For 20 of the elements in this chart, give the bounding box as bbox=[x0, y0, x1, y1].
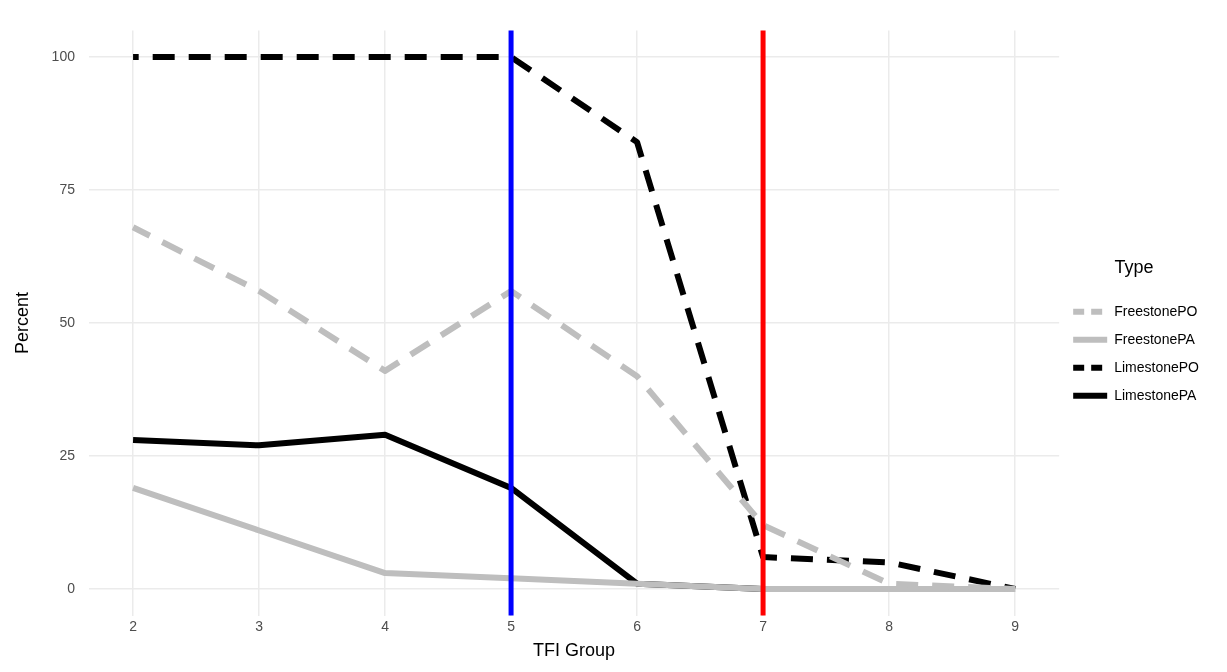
y-tick-label: 25 bbox=[59, 446, 76, 463]
x-tick-label: 3 bbox=[255, 617, 264, 634]
legend-title: Type bbox=[1114, 257, 1154, 278]
legend-label: FreestonePO bbox=[1114, 302, 1198, 319]
x-tick-label: 8 bbox=[885, 617, 894, 634]
y-tick-label: 0 bbox=[67, 579, 76, 596]
y-tick-label: 100 bbox=[51, 47, 76, 64]
x-axis-title: TFI Group bbox=[533, 640, 616, 661]
x-tick-label: 9 bbox=[1011, 617, 1020, 634]
legend-label: LimestonePA bbox=[1114, 386, 1198, 403]
x-tick-label: 4 bbox=[381, 617, 390, 634]
y-tick-label: 50 bbox=[59, 313, 76, 330]
x-tick-label: 7 bbox=[759, 617, 768, 634]
y-tick-label: 75 bbox=[59, 180, 76, 197]
x-tick-label: 2 bbox=[129, 617, 138, 634]
legend-label: LimestonePO bbox=[1114, 358, 1200, 375]
legend-label: FreestonePA bbox=[1114, 330, 1196, 347]
y-axis-title: Percent bbox=[11, 291, 32, 355]
x-tick-label: 5 bbox=[507, 617, 516, 634]
x-tick-label: 6 bbox=[633, 617, 642, 634]
